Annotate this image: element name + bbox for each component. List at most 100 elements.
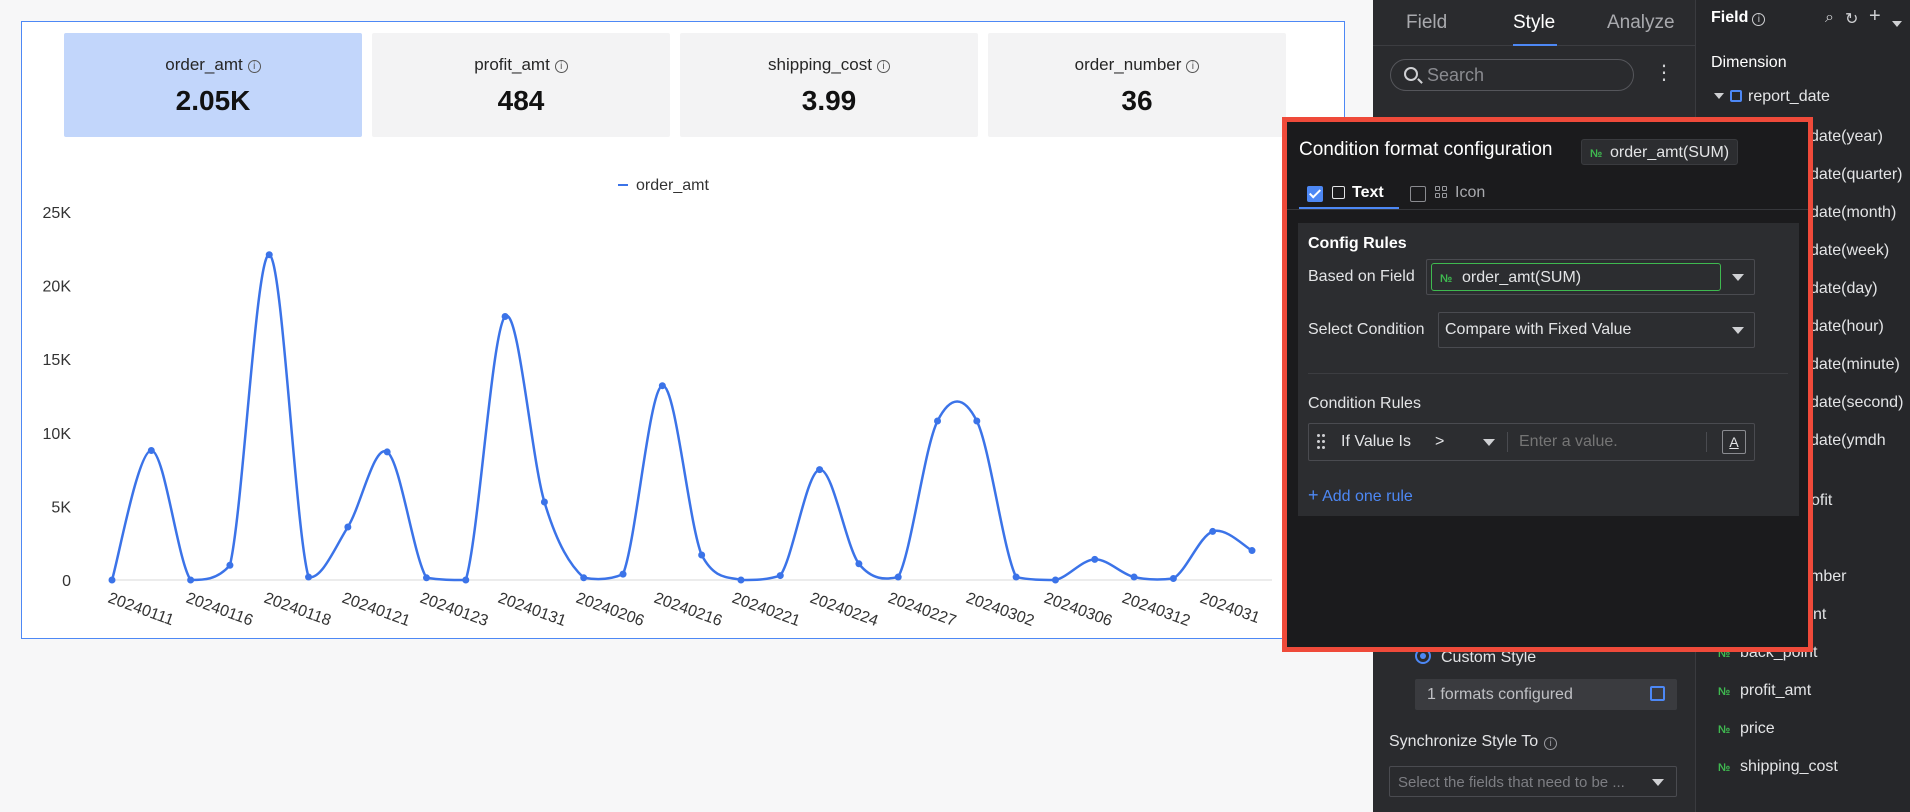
kpi-value: 2.05K <box>175 85 251 116</box>
text-checkbox[interactable] <box>1307 186 1323 202</box>
chevron-down-icon <box>1714 93 1724 99</box>
kpi-label: shipping_cost <box>768 55 872 74</box>
measure-profit-amt[interactable]: № profit_amt <box>1718 682 1812 699</box>
data-point <box>1012 573 1020 581</box>
line-chart: order_amt 0 5K 10K 15K 20K 25K 20240111 20240116… <box>43 177 1272 630</box>
dialog-tabs: Text Icon <box>1287 178 1808 210</box>
x-tick-label: 20240221 <box>730 590 803 630</box>
x-tick-label: 20240306 <box>1042 590 1115 630</box>
dimension-section-title: Dimension <box>1711 54 1787 71</box>
icon-checkbox[interactable] <box>1410 186 1426 202</box>
x-tick-label: 20240116 <box>184 590 256 630</box>
data-point <box>737 576 745 584</box>
chevron-down-icon <box>1732 274 1744 281</box>
data-point <box>1130 573 1138 581</box>
list-item[interactable]: date(month) <box>1810 204 1897 221</box>
add-rule-button[interactable]: + Add one rule <box>1308 485 1413 505</box>
field-tag: № order_amt(SUM) <box>1581 139 1739 165</box>
sync-fields-select[interactable]: Select the fields that need to be ... <box>1389 766 1677 797</box>
list-item[interactable]: date(minute) <box>1810 356 1900 373</box>
list-item[interactable]: date(ymdh <box>1810 432 1886 449</box>
chevron-down-icon[interactable] <box>1892 16 1902 34</box>
font-color-button[interactable]: A <box>1722 430 1746 454</box>
more-options-icon[interactable]: ⋮ <box>1654 62 1674 84</box>
search-icon[interactable]: ⌕ <box>1825 9 1834 26</box>
kpi-card-order-number[interactable]: order_number i 36 <box>988 33 1286 137</box>
add-icon[interactable]: + <box>1869 5 1881 27</box>
search-input[interactable] <box>1427 65 1617 85</box>
list-item[interactable]: nt <box>1813 606 1827 623</box>
tab-icon[interactable]: Icon <box>1455 184 1486 201</box>
panel-search[interactable] <box>1390 59 1634 91</box>
add-icon: + <box>1308 485 1319 505</box>
based-on-field-select[interactable]: № order_amt(SUM) <box>1426 259 1755 295</box>
data-point <box>619 570 627 578</box>
data-point <box>540 498 548 506</box>
x-tick-label: 20240111 <box>106 590 177 630</box>
kpi-card-shipping-cost[interactable]: shipping_cost i 3.99 <box>680 33 978 137</box>
data-point <box>344 523 352 531</box>
data-point <box>816 466 824 474</box>
list-item[interactable]: date(week) <box>1810 242 1890 259</box>
list-item[interactable]: date(day) <box>1810 280 1878 297</box>
config-rules-title: Config Rules <box>1308 235 1407 252</box>
text-icon <box>1332 186 1345 199</box>
measure-shipping-cost[interactable]: № shipping_cost <box>1718 758 1838 775</box>
data-point <box>226 561 234 569</box>
data-point <box>894 573 902 581</box>
chevron-down-icon[interactable] <box>1483 439 1495 446</box>
data-point <box>501 313 509 321</box>
formats-configured-box[interactable]: 1 formats configured <box>1415 679 1677 710</box>
y-tick-label: 15K <box>43 352 72 369</box>
search-icon <box>1404 67 1418 81</box>
divider <box>1308 373 1788 374</box>
list-item[interactable]: date(second) <box>1810 394 1904 411</box>
x-tick-label: 20240206 <box>574 590 647 630</box>
x-tick-label: 20240312 <box>1120 590 1193 630</box>
sync-style-text: Synchronize Style To <box>1389 733 1539 750</box>
y-tick-label: 0 <box>62 573 71 590</box>
tab-text[interactable]: Text <box>1352 184 1384 201</box>
select-condition-dropdown[interactable]: Compare with Fixed Value <box>1438 312 1755 348</box>
x-tick-label: 20240123 <box>418 590 491 630</box>
drag-handle-icon[interactable] <box>1317 434 1325 450</box>
kpi-card-order-amt[interactable]: order_amt i 2.05K <box>64 33 362 137</box>
refresh-icon[interactable]: ↻ <box>1845 11 1859 28</box>
list-item[interactable]: date(hour) <box>1810 318 1884 335</box>
tab-style[interactable]: Style <box>1513 12 1556 33</box>
operator-value[interactable]: > <box>1435 433 1445 450</box>
x-tick-label: 20240216 <box>652 590 725 630</box>
y-tick-label: 20K <box>43 279 72 296</box>
kpi-value: 484 <box>497 85 545 116</box>
field-chip: № order_amt(SUM) <box>1431 263 1721 291</box>
x-tick-label: 20240118 <box>262 590 334 630</box>
list-item[interactable]: date(year) <box>1810 128 1883 145</box>
data-point <box>422 574 430 582</box>
measure-price[interactable]: № price <box>1718 720 1775 737</box>
tab-field[interactable]: Field <box>1406 12 1448 33</box>
data-point <box>383 448 391 456</box>
number-type-icon: № <box>1440 273 1453 285</box>
number-type-icon: № <box>1718 724 1731 736</box>
info-icon: i <box>1544 737 1558 750</box>
data-point <box>658 382 666 390</box>
data-point <box>1248 547 1256 555</box>
list-item[interactable]: ofit <box>1811 492 1833 509</box>
list-item[interactable]: mber <box>1810 568 1847 585</box>
info-icon: i <box>1752 13 1766 26</box>
chart-canvas[interactable]: order_amt i 2.05K profit_amt i 484 shippin… <box>21 21 1345 639</box>
kpi-card-profit-amt[interactable]: profit_amt i 484 <box>372 33 670 137</box>
edit-icon[interactable] <box>1650 686 1665 701</box>
list-item[interactable]: date(quarter) <box>1810 166 1903 183</box>
tree-item-report-date[interactable]: report_date <box>1714 88 1830 106</box>
data-point <box>187 576 195 584</box>
series-line-order-amt <box>110 253 1253 582</box>
tab-analyze[interactable]: Analyze <box>1607 12 1675 33</box>
data-point <box>265 251 273 259</box>
x-tick-label: 20240224 <box>808 590 881 630</box>
x-tick-label: 20240302 <box>964 590 1037 630</box>
number-type-icon: № <box>1718 686 1731 698</box>
y-tick-label: 10K <box>43 426 72 443</box>
kpi-value: 36 <box>1121 85 1153 116</box>
rule-value-input[interactable] <box>1519 432 1689 452</box>
